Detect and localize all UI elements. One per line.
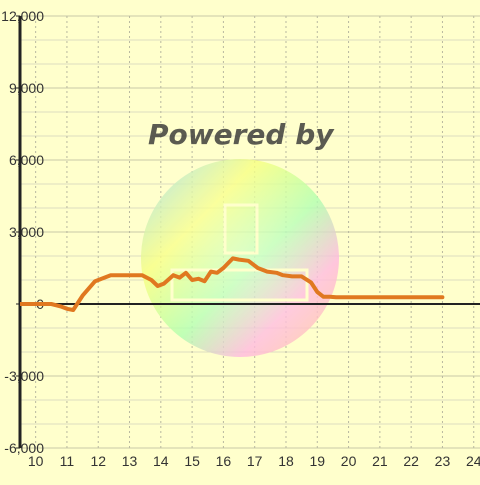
x-tick-label: 17 (247, 453, 263, 469)
x-tick-label: 12 (90, 453, 106, 469)
y-tick-label: -6,000 (4, 440, 44, 456)
y-tick-label: 9,000 (9, 80, 44, 96)
x-tick-label: 18 (278, 453, 294, 469)
watermark-text: Powered by (148, 118, 335, 151)
series-line (20, 256, 445, 312)
x-tick-label: 10 (28, 453, 44, 469)
x-tick-label: 14 (153, 453, 169, 469)
x-tick-label: 15 (184, 453, 200, 469)
x-tick-label: 24 (466, 453, 480, 469)
x-tick-label: 13 (122, 453, 138, 469)
series-layer (20, 256, 445, 312)
x-tick-label: 22 (403, 453, 419, 469)
y-tick-label: 12,000 (1, 8, 44, 24)
axes (16, 15, 480, 449)
watermark-glyph-base (170, 268, 309, 302)
x-tick-label: 19 (309, 453, 325, 469)
x-tick-label: 23 (435, 453, 451, 469)
y-tick-label: 3,000 (9, 224, 44, 240)
x-tick-label: 16 (216, 453, 232, 469)
y-tick-label: -3,000 (4, 368, 44, 384)
watermark: Powered by (141, 118, 339, 357)
x-tick-label: 11 (60, 453, 75, 469)
y-tick-label: 6,000 (9, 152, 44, 168)
x-tick-label: 20 (341, 453, 357, 469)
watermark-glyph (223, 203, 259, 255)
x-tick-label: 21 (372, 453, 388, 469)
